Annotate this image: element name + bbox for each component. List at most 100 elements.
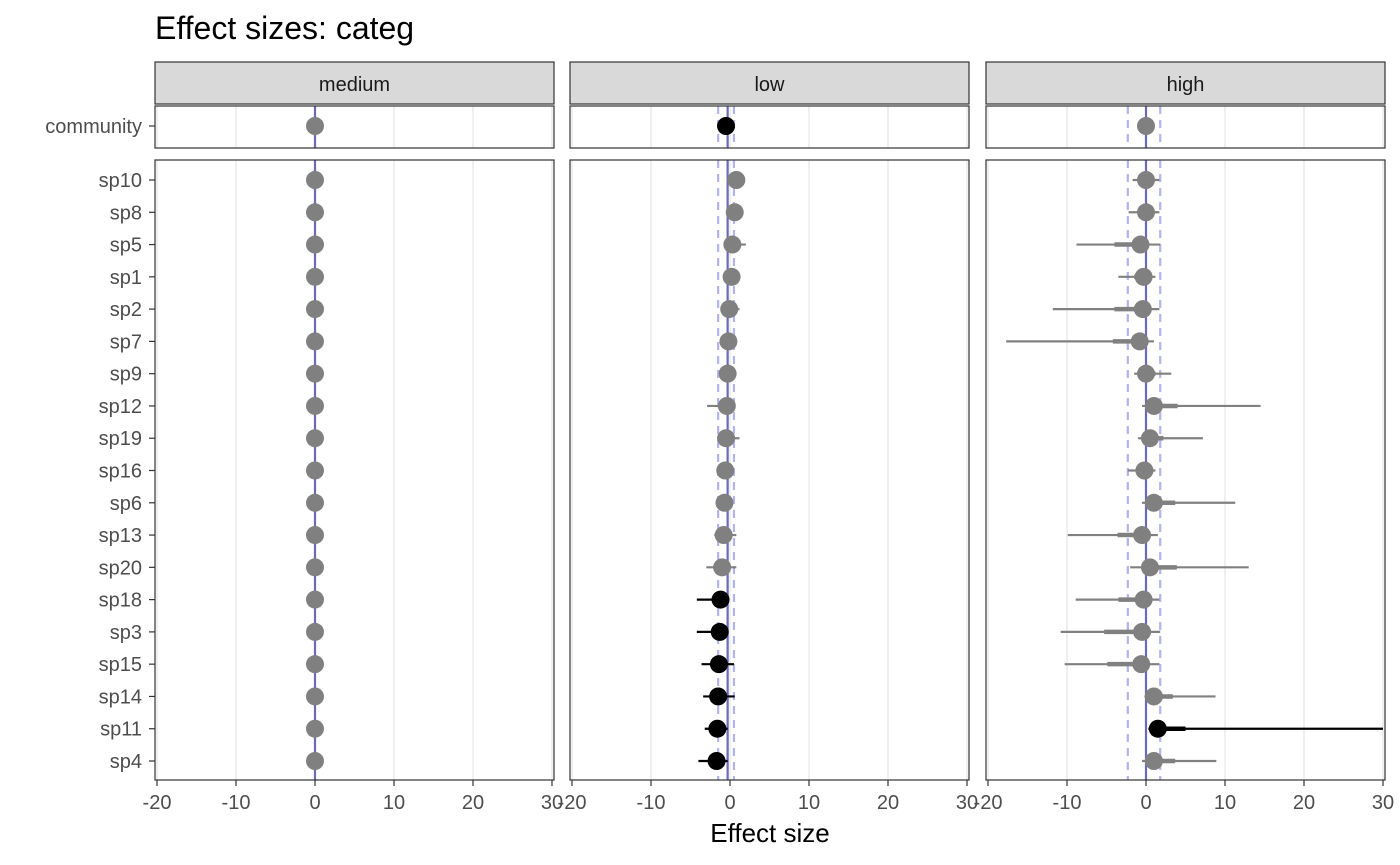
y-tick-label-sp3: sp3 xyxy=(110,622,142,644)
y-tick-label-community: community xyxy=(45,116,142,138)
species-estimate-sp6-point xyxy=(715,493,734,512)
species-estimate-sp8-point xyxy=(306,203,324,222)
x-tick-label: -10 xyxy=(1053,792,1082,814)
x-tick-label: 0 xyxy=(309,792,320,814)
species-estimate-sp9-point xyxy=(306,364,324,383)
x-tick-label: 10 xyxy=(798,792,820,814)
species-estimate-sp12-point xyxy=(306,396,324,415)
species-estimate-sp16-point xyxy=(716,461,735,480)
species-estimate-sp4-point xyxy=(1144,752,1163,770)
x-tick-label: 20 xyxy=(877,792,899,814)
y-tick-label-sp6: sp6 xyxy=(110,493,142,515)
y-tick-label-sp4: sp4 xyxy=(110,751,142,773)
species-estimate-sp3-point xyxy=(710,622,729,641)
panel-high: high -20 -10 0 10 20 30 xyxy=(974,61,1394,814)
x-tick-label: -10 xyxy=(637,792,666,814)
species-estimate-sp18-point xyxy=(1134,590,1153,609)
species-estimate-sp9-point xyxy=(1137,364,1155,383)
strip-label-low: low xyxy=(754,74,785,96)
x-tick-label: 30 xyxy=(1372,792,1394,814)
x-tick-label: 10 xyxy=(1214,792,1236,814)
y-tick-label-sp7: sp7 xyxy=(110,331,142,353)
species-estimate-sp5-point xyxy=(1131,235,1150,254)
species-estimate-sp11-point xyxy=(1148,719,1167,738)
species-estimate-sp7-point xyxy=(306,332,324,351)
species-estimate-sp3-point xyxy=(1133,622,1152,641)
y-tick-label-sp8: sp8 xyxy=(110,202,142,224)
x-tick-label: 0 xyxy=(724,792,735,814)
species-estimate-sp13-point xyxy=(1133,526,1152,545)
y-tick-label-sp12: sp12 xyxy=(99,396,142,418)
species-estimate-sp12-point xyxy=(717,396,736,415)
panel-frame xyxy=(985,159,1386,781)
species-estimate-sp14-point xyxy=(709,687,728,706)
x-tick-label: -20 xyxy=(558,792,587,814)
x-tick-label: 30 xyxy=(541,792,563,814)
species-estimate-sp4-point xyxy=(707,752,726,770)
y-tick-label-sp18: sp18 xyxy=(99,590,142,612)
plot-area-community-high xyxy=(986,106,1385,148)
panel-frame xyxy=(985,105,1386,149)
panel-frame xyxy=(569,105,970,149)
x-tick-label: 20 xyxy=(462,792,484,814)
y-tick-label-sp11: sp11 xyxy=(100,719,142,741)
plot-area-species-high xyxy=(986,160,1385,780)
strip-medium xyxy=(154,61,555,105)
species-estimate-sp16-point xyxy=(306,461,324,480)
strip-label-high: high xyxy=(1167,74,1205,96)
species-estimate-sp2-point xyxy=(1133,300,1152,319)
species-estimate-sp6-point xyxy=(306,493,324,512)
panel-frame xyxy=(154,105,555,149)
species-estimate-sp8-point xyxy=(725,203,744,222)
y-tick-label-sp10: sp10 xyxy=(99,170,142,192)
species-estimate-sp19-point xyxy=(306,429,324,448)
species-estimate-sp19-point xyxy=(717,429,736,448)
x-tick-label: 10 xyxy=(383,792,405,814)
species-estimate-sp11-point xyxy=(306,719,324,738)
strip-high xyxy=(985,61,1386,105)
species-estimate-sp12-point xyxy=(1144,396,1163,415)
species-estimate-sp20-point xyxy=(1140,558,1159,577)
species-estimate-sp11-point xyxy=(708,719,727,738)
species-estimate-sp5-point xyxy=(306,235,324,254)
y-tick-label-sp1: sp1 xyxy=(110,267,142,289)
species-estimate-sp20-point xyxy=(713,558,732,577)
community-estimate-point xyxy=(306,117,324,135)
species-estimate-sp7-point xyxy=(719,332,738,351)
species-estimate-sp6-point xyxy=(1144,493,1163,512)
x-axis-title: Effect size xyxy=(710,818,829,848)
species-estimate-sp10-point xyxy=(727,171,746,189)
species-estimate-sp3-point xyxy=(306,622,324,641)
x-tick-label: -20 xyxy=(974,792,1003,814)
species-estimate-sp15-point xyxy=(1132,655,1151,674)
community-estimate-point xyxy=(717,117,736,135)
species-estimate-sp14-point xyxy=(1144,687,1163,706)
species-estimate-sp19-point xyxy=(1140,429,1159,448)
plot-area-species-low xyxy=(570,160,969,780)
species-estimate-sp15-point xyxy=(709,655,728,674)
species-estimate-sp2-point xyxy=(306,300,324,319)
species-estimate-sp20-point xyxy=(306,558,324,577)
species-estimate-sp7-point xyxy=(1130,332,1149,351)
species-estimate-sp9-point xyxy=(718,364,737,383)
species-estimate-sp10-point xyxy=(306,171,324,189)
species-estimate-sp1-point xyxy=(722,267,741,286)
y-tick-label-sp15: sp15 xyxy=(99,654,142,676)
species-estimate-sp5-point xyxy=(723,235,742,254)
x-tick-label: 20 xyxy=(1293,792,1315,814)
species-estimate-sp8-point xyxy=(1137,203,1155,222)
y-tick-label-sp16: sp16 xyxy=(99,461,142,483)
y-tick-label-sp5: sp5 xyxy=(110,235,142,257)
species-estimate-sp10-point xyxy=(1137,171,1155,189)
community-estimate-point xyxy=(1137,117,1155,135)
species-estimate-sp18-point xyxy=(711,590,730,609)
strip-label-medium: medium xyxy=(319,74,390,96)
x-tick-label: 30 xyxy=(956,792,978,814)
plot-area-community-low xyxy=(570,106,969,148)
x-tick-label: -10 xyxy=(222,792,251,814)
y-tick-label-sp9: sp9 xyxy=(110,364,142,386)
x-tick-label: -20 xyxy=(143,792,172,814)
species-estimate-sp13-point xyxy=(306,526,324,545)
species-estimate-sp18-point xyxy=(306,590,324,609)
